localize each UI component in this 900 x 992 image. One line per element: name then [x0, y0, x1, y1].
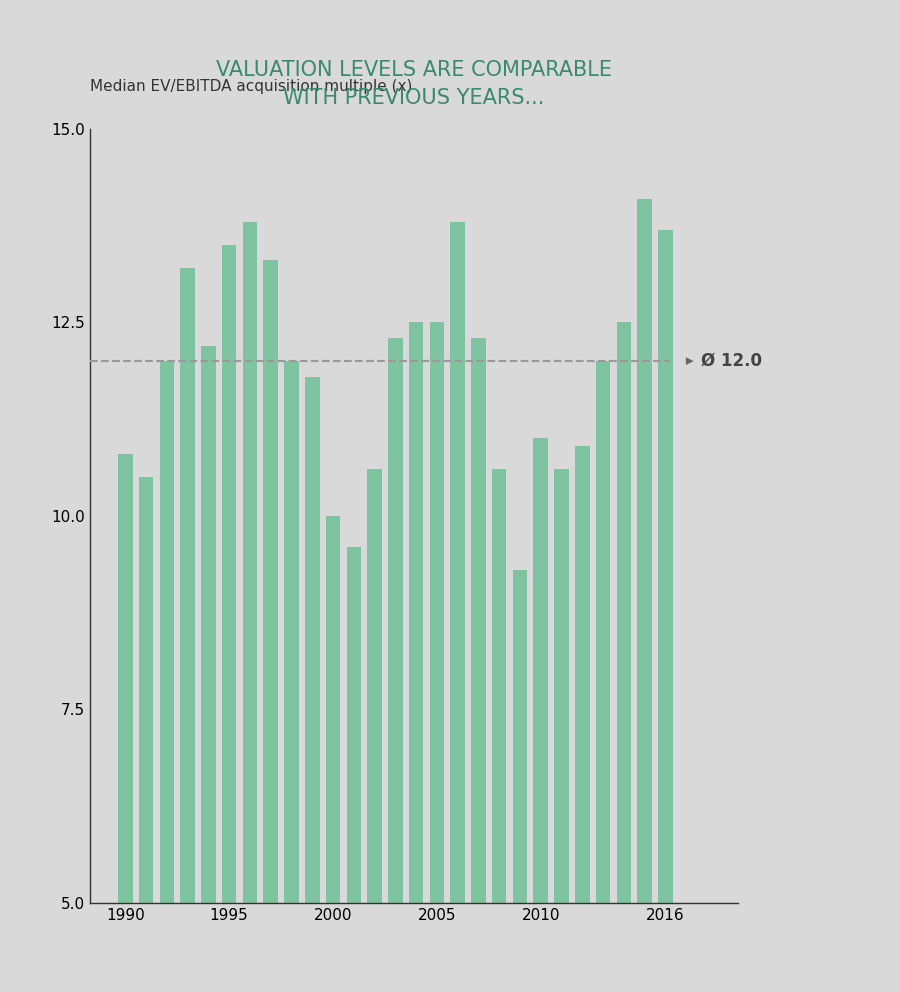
Text: Median EV/EBITDA acquisition multiple (x): Median EV/EBITDA acquisition multiple (x… [90, 79, 412, 94]
Bar [534, 438, 548, 903]
Bar [513, 570, 527, 903]
Bar [658, 229, 672, 903]
Bar [616, 322, 631, 903]
Title: VALUATION LEVELS ARE COMPARABLE
WITH PREVIOUS YEARS...: VALUATION LEVELS ARE COMPARABLE WITH PRE… [216, 60, 612, 108]
Bar [139, 477, 153, 903]
Bar [243, 222, 257, 903]
Bar [471, 338, 486, 903]
Bar [596, 361, 610, 903]
Bar [388, 338, 402, 903]
Bar [346, 547, 361, 903]
Bar [450, 222, 465, 903]
Bar [305, 377, 320, 903]
Bar [159, 361, 174, 903]
Bar [575, 446, 590, 903]
Bar [118, 454, 132, 903]
Bar [637, 198, 652, 903]
Bar [222, 245, 237, 903]
Bar [284, 361, 299, 903]
Bar [429, 322, 444, 903]
Bar [554, 469, 569, 903]
Bar [201, 345, 216, 903]
Bar [492, 469, 507, 903]
Bar [180, 268, 195, 903]
Bar [264, 261, 278, 903]
Bar [326, 516, 340, 903]
Text: Ø 12.0: Ø 12.0 [700, 352, 761, 370]
Bar [367, 469, 382, 903]
Bar [409, 322, 423, 903]
